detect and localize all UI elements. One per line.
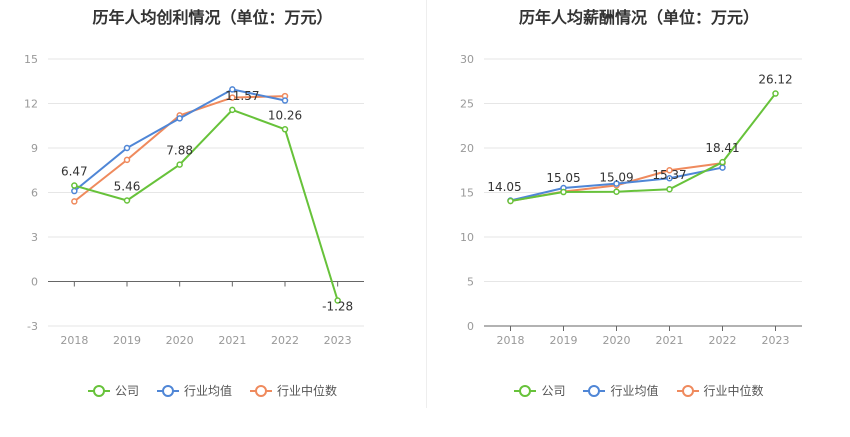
profit-chart: -3 0 3 6 9 12 15 2018 2019 2020 2021 2022 2023 6.47 5.… <box>24 53 364 347</box>
legend-label-industry-median: 行业中位数 <box>277 384 338 398</box>
data-point-industry-avg <box>229 86 236 93</box>
data-label: 10.26 <box>268 108 302 122</box>
legend-item-industry-avg[interactable]: 行业均值 <box>583 382 659 399</box>
data-point-industry-median <box>666 167 673 174</box>
legend-marker-industry-avg <box>156 384 179 397</box>
legend-item-industry-avg[interactable]: 行业均值 <box>156 382 232 399</box>
legend-marker-industry-avg <box>583 384 606 397</box>
salary-chart-title: 历年人均薪酬情况（单位：万元） <box>518 8 759 27</box>
y-tick-label: 20 <box>460 142 474 155</box>
y-tick-label: 9 <box>31 142 38 155</box>
legend-item-company[interactable]: 公司 <box>87 382 139 399</box>
data-point-company <box>281 126 289 133</box>
data-point-industry-avg <box>71 187 78 195</box>
salary-chart-panel: 历年人均薪酬情况（单位：万元） 0 5 10 15 20 25 30 2018 2019 2020… <box>428 0 850 437</box>
legend-item-industry-median[interactable]: 行业中位数 <box>250 382 337 399</box>
data-label: 11.57 <box>225 89 259 103</box>
legend-label-industry-median: 行业中位数 <box>703 384 764 398</box>
y-tick-label: 0 <box>467 320 474 333</box>
profit-chart-panel: 历年人均创利情况（单位：万元） -3 0 3 6 9 12 15 2018 2019 2020 20… <box>0 8 425 399</box>
data-point-company <box>123 197 131 204</box>
legend-marker-company <box>87 384 110 397</box>
data-point-industry-avg <box>613 180 620 187</box>
x-tick-label: 2023 <box>324 334 352 347</box>
data-label: 18.41 <box>705 141 739 155</box>
data-label: 14.05 <box>487 180 521 194</box>
x-tick-label: 2022 <box>709 334 737 347</box>
data-label: 7.88 <box>166 144 193 158</box>
data-label: 6.47 <box>61 165 88 179</box>
data-point-industry-avg <box>281 97 289 104</box>
legend-label-company: 公司 <box>114 384 139 398</box>
data-point-company <box>334 297 341 304</box>
y-tick-label: 0 <box>31 276 38 289</box>
y-tick-label: -3 <box>27 320 38 333</box>
x-tick-label: 2020 <box>166 334 194 347</box>
profit-chart-title: 历年人均创利情况（单位：万元） <box>92 8 333 27</box>
data-point-company <box>71 182 78 189</box>
y-tick-label: 30 <box>460 53 474 66</box>
series-line-company <box>74 108 339 301</box>
x-tick-label: 2021 <box>656 334 684 347</box>
legend-label-industry-avg: 行业均值 <box>610 384 659 398</box>
data-point-industry-avg <box>666 175 673 182</box>
legend-item-industry-median[interactable]: 行业中位数 <box>676 382 764 399</box>
x-tick-label: 2019 <box>550 334 578 347</box>
y-tick-label: 5 <box>467 276 474 289</box>
data-point-company <box>560 188 567 196</box>
salary-chart: 0 5 10 15 20 25 30 2018 2019 2020 2021 2022 2023 14.0… <box>460 53 802 347</box>
data-point-company <box>229 106 236 114</box>
data-point-industry-median <box>123 156 131 164</box>
y-tick-label: 10 <box>460 231 474 244</box>
data-point-industry-avg <box>176 115 183 122</box>
data-point-industry-median <box>229 94 236 101</box>
x-tick-label: 2019 <box>113 334 141 347</box>
x-tick-label: 2020 <box>603 334 631 347</box>
legend-label-company: 公司 <box>541 384 566 398</box>
legend-marker-company <box>514 384 537 397</box>
x-tick-label: 2023 <box>762 334 790 347</box>
profit-chart-legend: 公司 行业均值 行业中位数 <box>0 382 425 399</box>
x-tick-label: 2018 <box>497 334 525 347</box>
y-tick-label: 12 <box>24 98 38 111</box>
legend-marker-industry-median <box>250 384 272 397</box>
data-label: 5.46 <box>114 180 141 194</box>
data-point-company <box>507 197 514 205</box>
data-point-industry-avg <box>123 144 131 152</box>
legend-marker-industry-median <box>676 384 699 397</box>
y-tick-label: 3 <box>31 231 38 244</box>
salary-chart-legend: 公司 行业均值 行业中位数 <box>428 382 850 399</box>
data-point-company <box>719 158 726 166</box>
x-tick-label: 2022 <box>271 334 299 347</box>
y-tick-label: 25 <box>460 98 474 111</box>
data-point-company <box>176 161 183 168</box>
x-tick-label: 2021 <box>218 334 246 347</box>
y-tick-label: 15 <box>460 187 474 200</box>
x-tick-label: 2018 <box>60 334 88 347</box>
data-point-industry-avg <box>719 164 726 171</box>
series-line-company <box>510 92 777 202</box>
data-label: 15.37 <box>652 168 686 182</box>
data-label: -1.28 <box>322 299 353 313</box>
data-point-company <box>772 90 779 97</box>
data-point-company <box>613 188 620 195</box>
y-tick-label: 15 <box>24 53 38 66</box>
data-label: 26.12 <box>758 73 792 87</box>
panel-divider <box>426 0 427 408</box>
data-point-industry-median <box>71 198 78 205</box>
data-label: 15.05 <box>546 171 580 185</box>
data-point-company <box>666 185 673 193</box>
legend-label-industry-avg: 行业均值 <box>183 384 232 398</box>
y-tick-label: 6 <box>31 187 38 200</box>
data-label: 15.09 <box>599 171 633 185</box>
legend-item-company[interactable]: 公司 <box>514 382 565 399</box>
